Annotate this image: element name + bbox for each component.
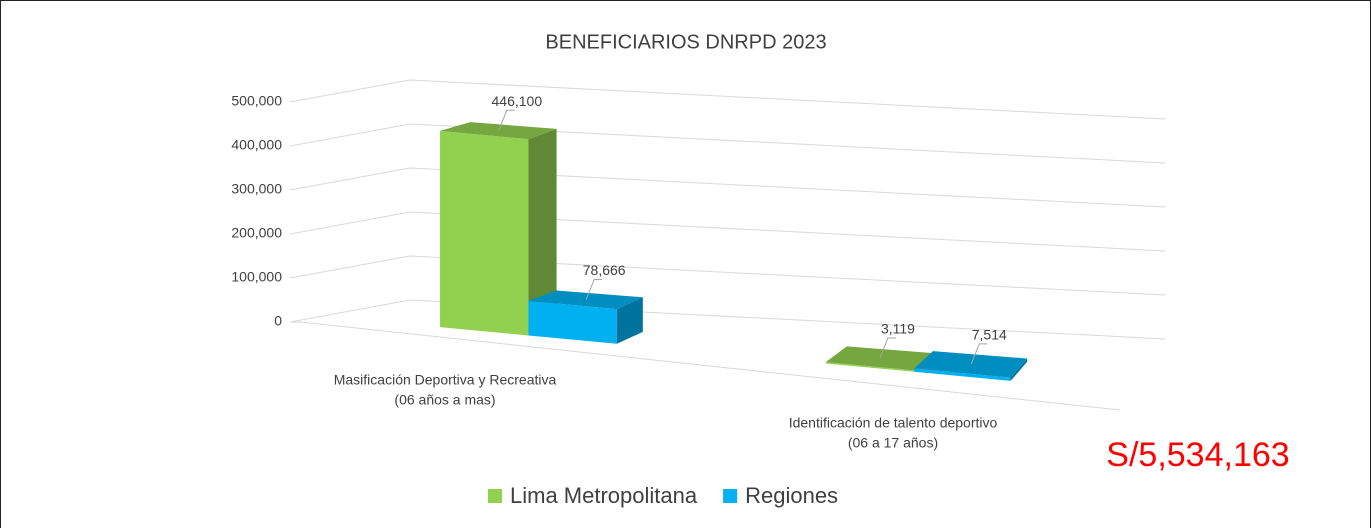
x-tick-label: (06 años a mas) [394,392,495,408]
x-tick-label: Masificación Deportiva y Recreativa [334,372,557,388]
leader-line [879,337,896,359]
y-tick-label: 100,000 [231,269,282,285]
bar-side [1010,358,1028,381]
y-tick-label: 300,000 [231,181,282,197]
leader-line [970,343,988,365]
x-tick-label: (06 a 17 años) [848,435,938,451]
bar-front [440,130,529,336]
grid-line [289,211,1166,252]
bar-top [528,290,643,310]
floor-edge [290,321,1121,411]
legend-swatch [488,489,502,503]
leader-line [498,109,515,131]
x-tick-label: Identificación de talento deportivo [789,415,998,431]
data-label: 78,666 [583,262,626,278]
legend-label: Regiones [745,483,838,508]
data-label: 7,514 [972,327,1007,343]
grid-line [289,167,1166,208]
grid-line [289,299,1166,340]
bar-side [616,297,643,344]
bar-top [914,351,1028,378]
leader-line [585,278,603,300]
chart-title: BENEFICIARIOS DNRPD 2023 [545,31,826,53]
bar-top [440,122,557,140]
data-label: 446,100 [492,93,543,109]
y-tick-label: 200,000 [231,225,282,241]
grid-line [289,123,1166,164]
grid-line [289,79,1166,120]
annotation: S/5,534,163 [1106,436,1289,474]
bar-top [825,346,934,371]
bar-front [825,362,915,372]
y-tick-label: 0 [274,313,282,329]
legend-label: Lima Metropolitana [510,483,698,508]
bar-side [528,128,557,336]
bar-front [914,368,1011,381]
data-label: 3,119 [881,321,915,337]
bar-front [528,300,617,344]
y-tick-label: 500,000 [231,93,282,109]
y-tick-label: 400,000 [231,137,282,153]
legend-swatch [723,489,738,503]
grid-line [289,255,1166,296]
